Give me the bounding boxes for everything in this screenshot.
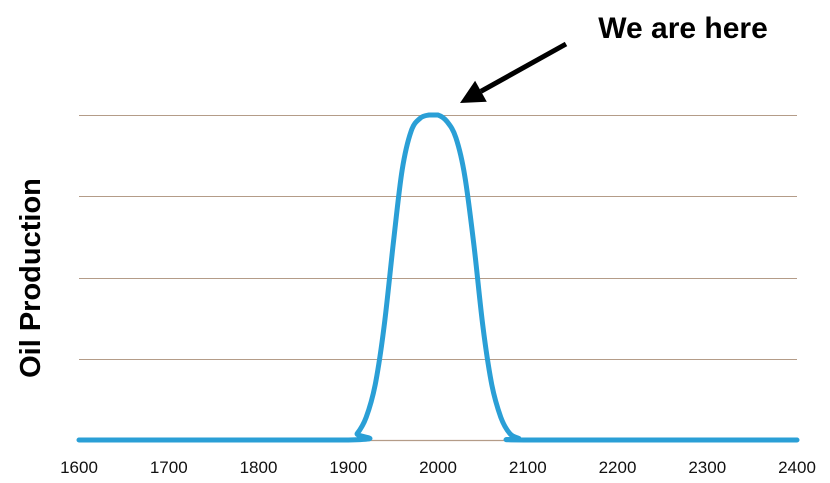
x-tick-label: 2100 <box>509 458 547 477</box>
annotation-text: We are here <box>598 12 768 45</box>
x-tick-label: 2400 <box>778 458 816 477</box>
x-tick-label: 2300 <box>688 458 726 477</box>
annotation-arrow-head <box>460 80 487 103</box>
x-tick-label: 1800 <box>240 458 278 477</box>
x-tick-label: 1700 <box>150 458 188 477</box>
y-axis-label: Oil Production <box>15 178 47 378</box>
annotation-arrow-shaft <box>479 41 568 94</box>
x-tick-labels: 1600 1700 1800 1900 2000 2100 2200 2300 2400 <box>60 458 816 477</box>
x-tick-label: 2000 <box>419 458 457 477</box>
x-tick-label: 1600 <box>60 458 98 477</box>
annotation: We are here <box>460 12 768 103</box>
grid-lines <box>79 115 797 442</box>
x-tick-label: 1900 <box>329 458 367 477</box>
series-layer <box>76 112 800 443</box>
series-line <box>76 112 800 443</box>
x-tick-label: 2200 <box>599 458 637 477</box>
